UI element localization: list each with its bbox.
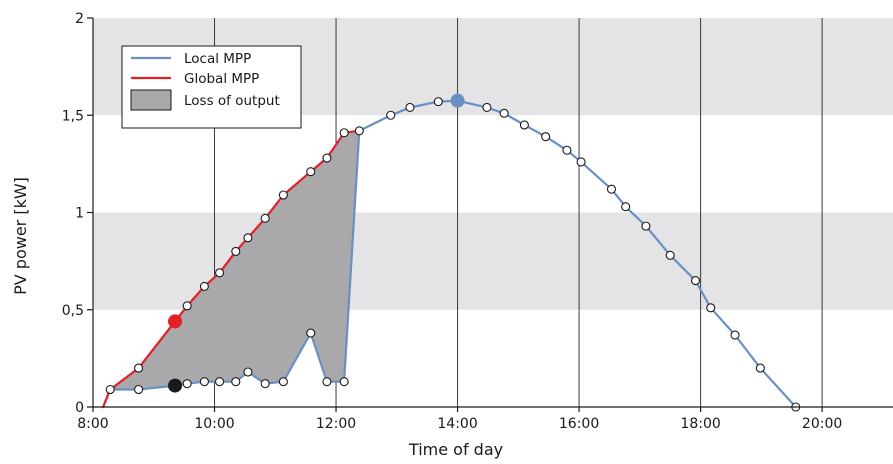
data-point [755, 363, 765, 373]
y-tick-label: 1,5 [62, 108, 84, 124]
data-point [231, 377, 241, 387]
data-point [260, 379, 270, 389]
x-tick-label: 10:00 [194, 416, 234, 432]
highlight-point [450, 93, 465, 108]
data-point [339, 377, 349, 387]
x-tick-label: 18:00 [680, 416, 720, 432]
data-point [306, 167, 316, 177]
data-point [182, 379, 192, 389]
legend-box [121, 45, 302, 129]
data-point [199, 281, 209, 291]
legend-label: Local MPP [184, 51, 251, 67]
data-point [182, 301, 192, 311]
tick-labels: 0 0,5 1 1,5 2 8:00 10:00 12:00 14:00 16:00 18:00 20… [62, 11, 843, 432]
x-tick-label: 16:00 [559, 416, 599, 432]
x-axis-title: Time of day [408, 440, 503, 459]
data-point [606, 184, 617, 194]
data-point [386, 110, 396, 120]
data-point [278, 190, 288, 200]
data-point [215, 377, 225, 387]
data-point [519, 120, 529, 130]
y-tick-label: 0,5 [62, 303, 84, 319]
data-point [562, 145, 572, 155]
loss-area-polygon [103, 130, 360, 408]
data-point [134, 363, 144, 373]
data-point [322, 377, 332, 387]
x-tick-label: 14:00 [437, 416, 477, 432]
y-axis-title: PV power [kW] [11, 177, 30, 295]
data-point [105, 384, 115, 395]
loss-of-output-area [103, 130, 360, 408]
data-point [690, 276, 701, 286]
data-point [134, 384, 144, 395]
data-point [354, 126, 364, 136]
data-point [706, 303, 716, 313]
legend: Local MPP Global MPP Loss of output [121, 45, 302, 129]
data-point [199, 377, 209, 387]
series-points [105, 93, 801, 412]
legend-label: Loss of output [184, 93, 280, 109]
data-point [433, 97, 443, 107]
highlight-point [168, 378, 183, 393]
data-point [641, 221, 651, 231]
x-tick-label: 8:00 [77, 416, 108, 432]
y-tick-label: 2 [75, 11, 84, 27]
y-tick-label: 0 [75, 400, 84, 416]
data-point [322, 153, 332, 163]
data-point [482, 102, 492, 113]
highlight-point [168, 314, 183, 329]
data-point [243, 233, 253, 243]
y-tick-label: 1 [75, 206, 84, 222]
data-point [405, 102, 415, 113]
data-point [231, 246, 241, 256]
legend-swatch-area [130, 89, 172, 111]
data-point [243, 367, 253, 377]
x-tick-label: 12:00 [316, 416, 356, 432]
data-point [278, 377, 288, 387]
data-point [730, 330, 740, 340]
data-point [339, 128, 349, 138]
legend-label: Global MPP [184, 71, 259, 87]
data-point [260, 213, 270, 223]
x-tick-label: 20:00 [802, 416, 842, 432]
data-point [665, 250, 675, 260]
data-point [499, 108, 509, 118]
data-point [306, 328, 316, 338]
data-point [621, 202, 631, 212]
data-point [541, 132, 551, 142]
data-point [576, 157, 586, 167]
data-point [215, 268, 225, 278]
